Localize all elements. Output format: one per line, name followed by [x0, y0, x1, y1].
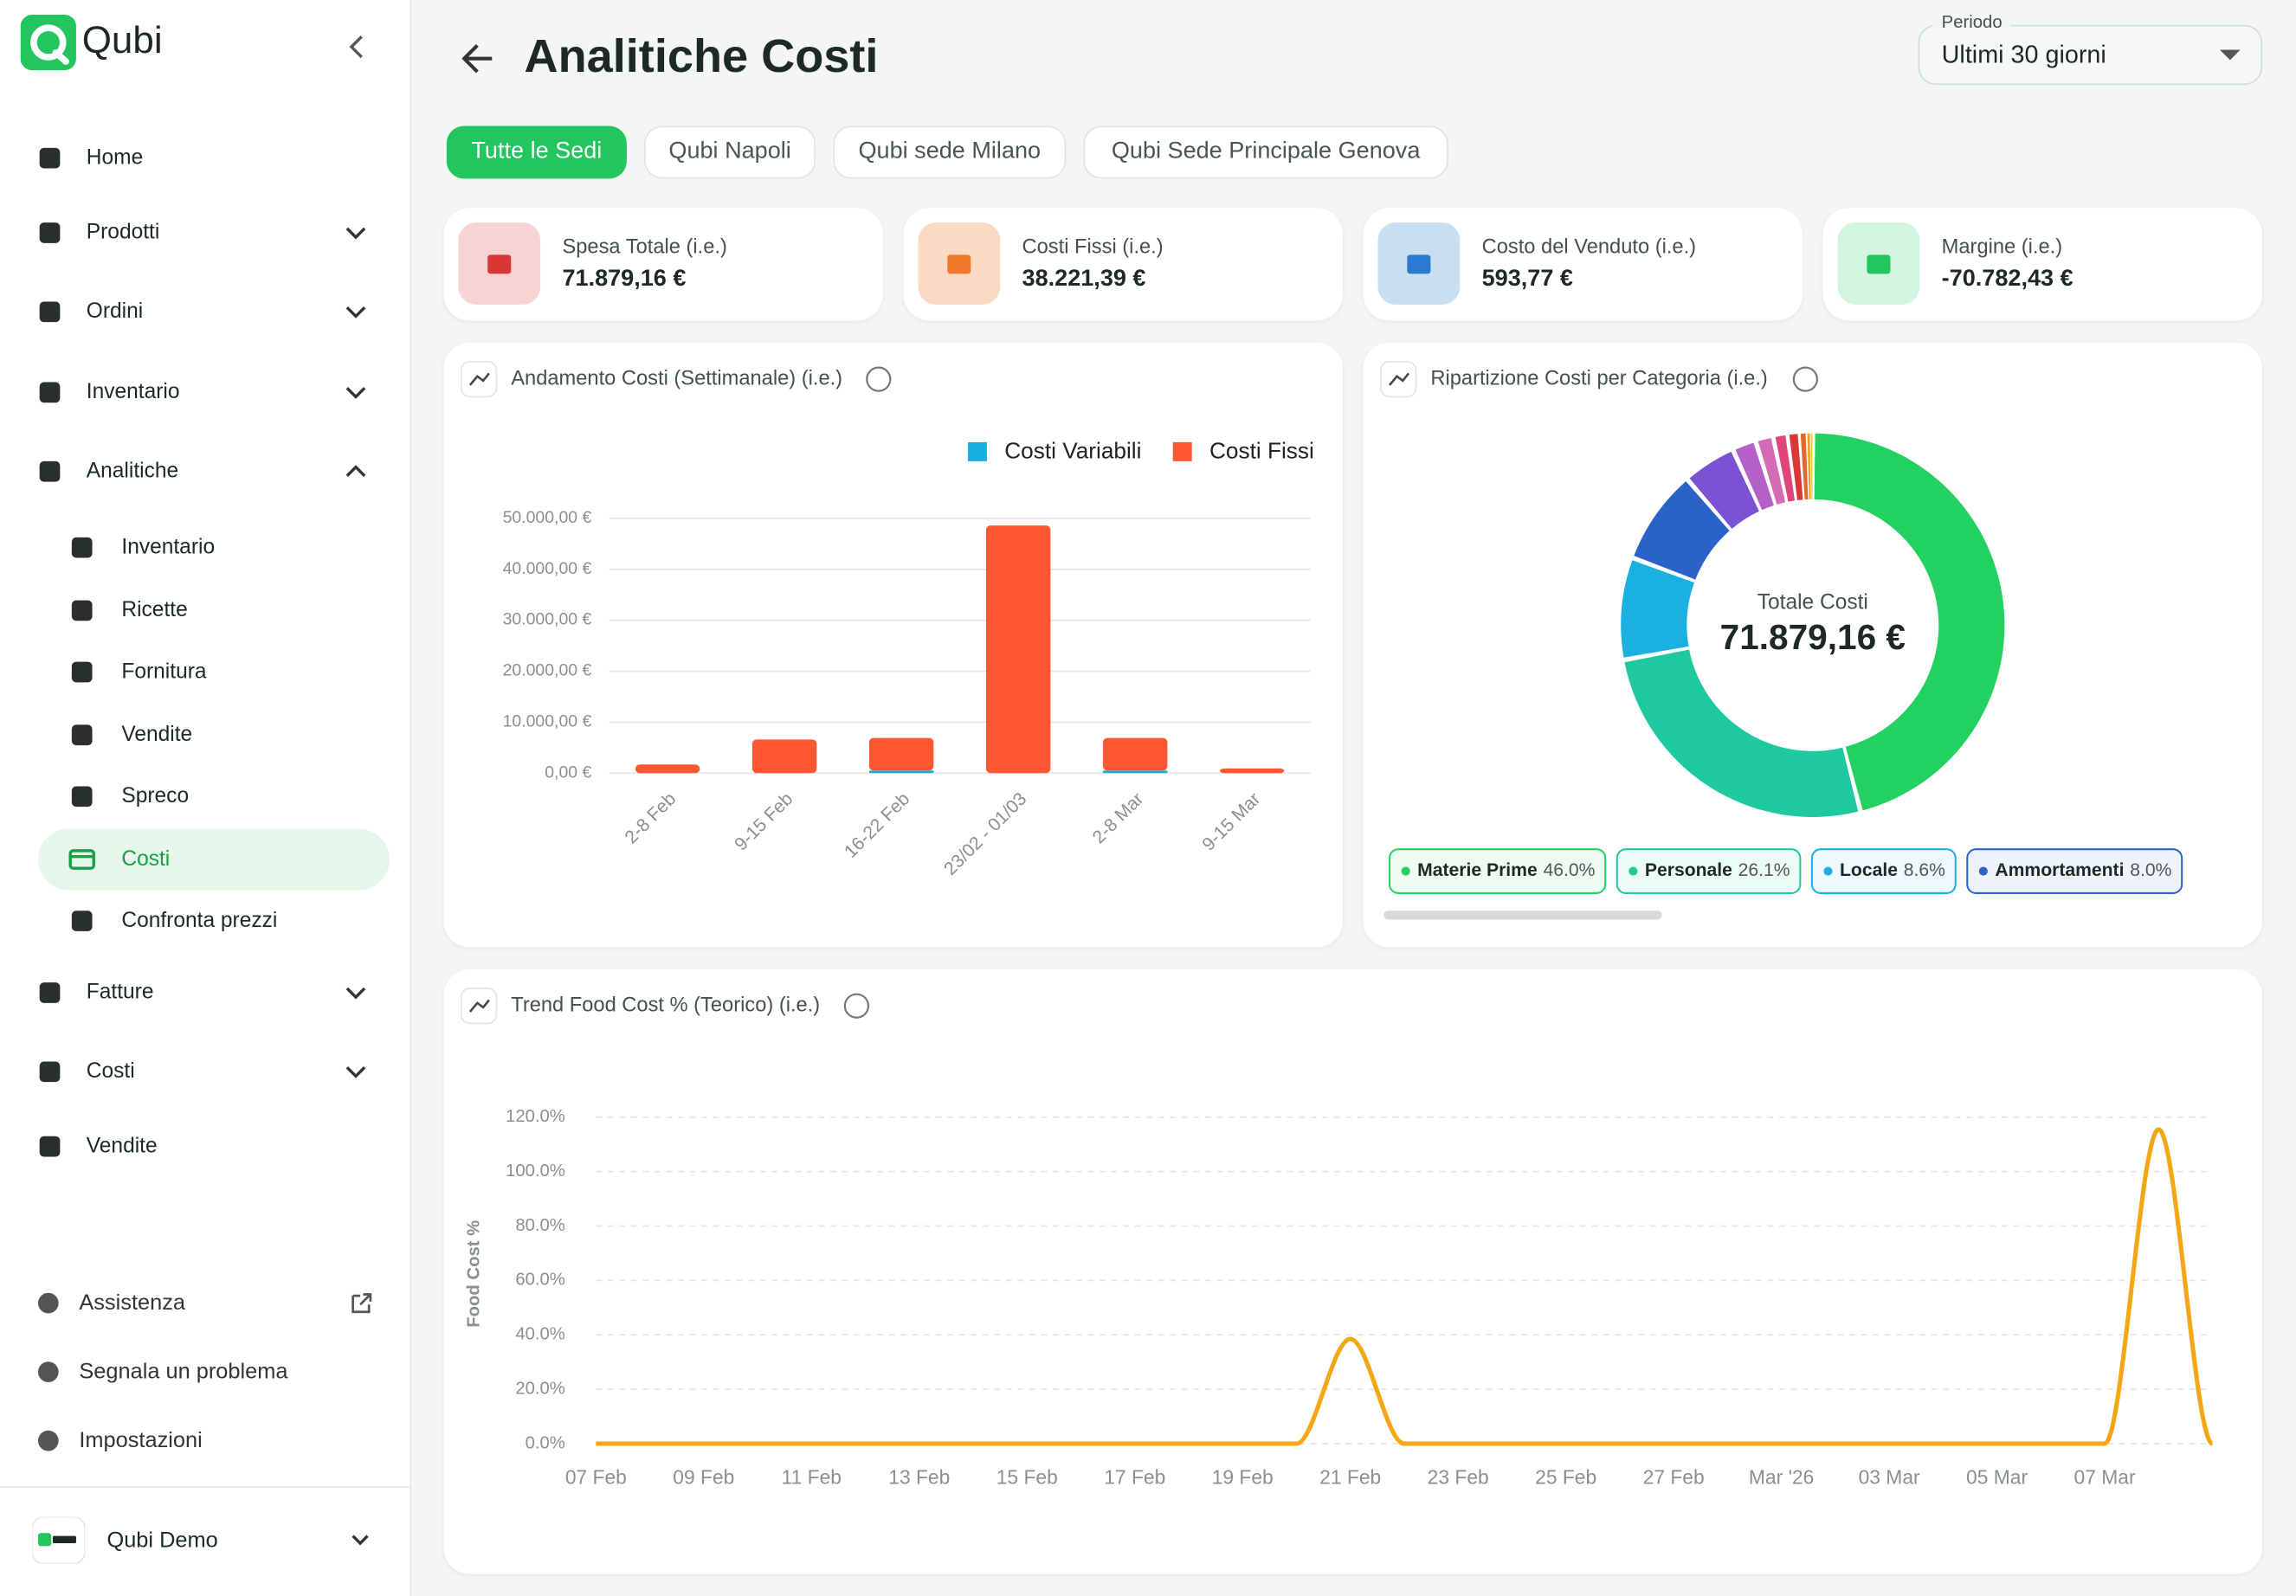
y-tick-label: 120.0%: [506, 1107, 565, 1126]
legend-swatch: [1173, 442, 1192, 461]
x-tick-label: 07 Feb: [565, 1466, 627, 1489]
info-icon[interactable]: [867, 368, 890, 391]
chip-name: Personale: [1645, 860, 1732, 880]
x-tick-label: 15 Feb: [996, 1466, 1058, 1489]
info-icon[interactable]: [1794, 368, 1817, 391]
legend-chip[interactable]: Personale 26.1%: [1617, 849, 1801, 893]
chip-name: Locale: [1840, 860, 1898, 880]
x-tick-label: 9-15 Mar: [1198, 789, 1264, 855]
y-tick-label: 40.000,00 €: [503, 559, 592, 578]
y-tick-label: 40.0%: [515, 1325, 565, 1344]
chip-value: 46.0%: [1543, 860, 1595, 880]
x-tick-label: 9-15 Feb: [731, 789, 797, 855]
chip-dot: [1823, 866, 1832, 875]
x-tick-label: 09 Feb: [673, 1466, 734, 1489]
chip-name: Ammortamenti: [1995, 860, 2124, 880]
title-icon: [461, 362, 497, 397]
y-axis-title: Food Cost %: [464, 1220, 483, 1328]
legend-chip[interactable]: Locale 8.6%: [1812, 849, 1956, 893]
y-tick-label: 0,00 €: [545, 763, 591, 782]
bar-segment: [869, 738, 933, 771]
legend-chip[interactable]: Materie Prime46.0%: [1390, 849, 1605, 893]
card-title: Ripartizione Costi per Categoria (i.e.): [1430, 367, 1767, 389]
y-tick-label: 60.0%: [515, 1271, 565, 1290]
center-label: Totale Costi: [1757, 590, 1868, 614]
x-tick-label: 21 Feb: [1319, 1466, 1381, 1489]
legend-swatch: [968, 442, 987, 461]
x-tick-label: 17 Feb: [1104, 1466, 1165, 1489]
y-tick-label: 100.0%: [506, 1162, 565, 1181]
chip-name: Materie Prime: [1417, 860, 1538, 880]
y-tick-label: 10.000,00 €: [503, 711, 592, 730]
title-icon: [1381, 362, 1416, 397]
bar-segment: [1220, 769, 1284, 773]
chip-dot: [1979, 866, 1988, 875]
bar-segment: [869, 770, 933, 773]
y-tick-label: 20.0%: [515, 1379, 565, 1398]
center-value: 71.879,16 €: [1720, 617, 1906, 657]
chip-dot: [1628, 866, 1637, 875]
y-tick-label: 50.000,00 €: [503, 508, 592, 527]
y-tick-label: 20.000,00 €: [503, 661, 592, 680]
x-tick-label: 07 Mar: [2074, 1466, 2136, 1489]
y-tick-label: 0.0%: [526, 1433, 565, 1452]
donut-slice: [1807, 434, 1810, 499]
x-tick-label: 16-22 Feb: [841, 789, 913, 862]
chip-value: 26.1%: [1738, 860, 1790, 880]
bar-segment: [1103, 738, 1167, 771]
x-tick-label: 2-8 Feb: [622, 789, 680, 848]
donut-slice: [1624, 650, 1858, 817]
legend-label: Costi Variabili: [1004, 438, 1141, 464]
y-tick-label: 80.0%: [515, 1216, 565, 1235]
y-tick-label: 30.000,00 €: [503, 610, 592, 629]
donut-slice: [1810, 434, 1812, 499]
legend-chip[interactable]: Ammortamenti 8.0%: [1967, 849, 2182, 893]
x-tick-label: 03 Mar: [1859, 1466, 1920, 1489]
x-tick-label: 23 Feb: [1428, 1466, 1489, 1489]
x-tick-label: 11 Feb: [782, 1466, 842, 1489]
x-tick-label: 19 Feb: [1212, 1466, 1274, 1489]
legend-label: Costi Fissi: [1209, 438, 1314, 464]
legend-chips: Materie Prime46.0% Personale 26.1% Locale 8.…: [1390, 849, 2182, 893]
card-title: Andamento Costi (Settimanale) (i.e.): [511, 367, 842, 389]
bar-segment: [986, 525, 1050, 773]
title-icon: [461, 988, 497, 1024]
chip-dot: [1402, 866, 1410, 875]
line-series: [596, 1129, 2212, 1444]
card-title: Trend Food Cost % (Teorico) (i.e.): [511, 994, 820, 1016]
x-tick-label: 23/02 - 01/03: [940, 789, 1030, 879]
bar-segment: [635, 764, 700, 773]
scrollbar[interactable]: [1383, 911, 1661, 919]
x-tick-label: Mar '26: [1749, 1466, 1814, 1489]
chip-value: 8.6%: [1904, 860, 1945, 880]
x-tick-label: 05 Mar: [1966, 1466, 2028, 1489]
x-tick-label: 2-8 Mar: [1089, 789, 1148, 848]
bar-segment: [1103, 770, 1167, 773]
x-tick-label: 25 Feb: [1535, 1466, 1596, 1489]
bar-segment: [752, 739, 816, 773]
x-tick-label: 13 Feb: [888, 1466, 950, 1489]
x-tick-label: 27 Feb: [1643, 1466, 1705, 1489]
info-icon[interactable]: [845, 994, 868, 1018]
chip-value: 8.0%: [2130, 860, 2171, 880]
